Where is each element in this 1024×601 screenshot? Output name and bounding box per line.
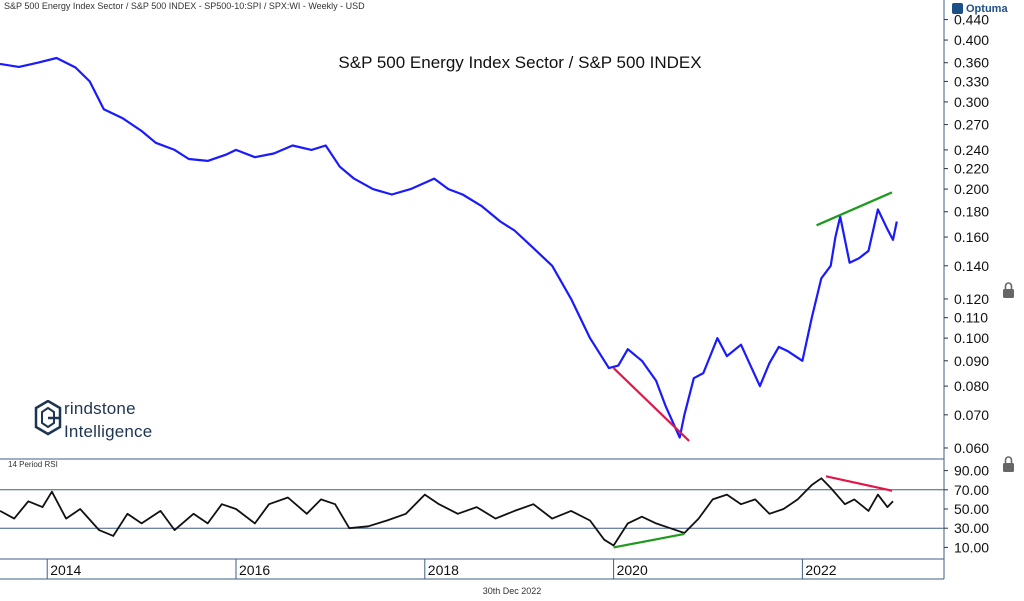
price-ytick-label: 0.140 bbox=[954, 258, 989, 274]
price-ytick-label: 0.240 bbox=[954, 142, 989, 158]
price-lock-icon bbox=[1003, 282, 1014, 298]
rsi-ytick-label: 70.00 bbox=[954, 482, 989, 498]
price-divergence-trendline bbox=[612, 367, 690, 442]
brand-name: Optuma bbox=[966, 3, 1008, 15]
rsi-ytick-label: 90.00 bbox=[954, 463, 989, 479]
price-series-line bbox=[0, 56, 898, 439]
price-ytick-label: 0.300 bbox=[954, 94, 989, 110]
price-ytick-label: 0.160 bbox=[954, 229, 989, 245]
logo-text-line1: rindstone bbox=[64, 399, 136, 418]
price-ytick-label: 0.400 bbox=[954, 32, 989, 48]
chart-date: 30th Dec 2022 bbox=[482, 586, 542, 596]
chart-header: S&P 500 Energy Index Sector / S&P 500 IN… bbox=[4, 1, 365, 11]
price-ytick-label: 0.070 bbox=[954, 407, 989, 423]
price-ytick-label: 0.270 bbox=[954, 117, 989, 133]
lock-shackle bbox=[1004, 282, 1013, 289]
price-ytick-label: 0.360 bbox=[954, 55, 989, 71]
x-tick-label: 2018 bbox=[428, 562, 459, 578]
price-divergence-trendline bbox=[816, 191, 893, 227]
rsi-series-line bbox=[0, 477, 894, 547]
price-ytick-label: 0.440 bbox=[954, 12, 989, 28]
x-tick-label: 2016 bbox=[239, 562, 270, 578]
rsi-ytick-label: 10.00 bbox=[954, 539, 989, 555]
price-ytick-label: 0.200 bbox=[954, 181, 989, 197]
logo-text-line2: Intelligence bbox=[64, 422, 153, 441]
lock-body bbox=[1003, 289, 1014, 298]
rsi-divergence-trendline bbox=[825, 475, 893, 492]
price-ytick-label: 0.330 bbox=[954, 73, 989, 89]
price-ytick-label: 0.090 bbox=[954, 353, 989, 369]
rsi-ytick-label: 50.00 bbox=[954, 501, 989, 517]
x-tick-label: 2014 bbox=[50, 562, 81, 578]
rsi-lock-icon bbox=[1003, 456, 1014, 472]
chart-title: S&P 500 Energy Index Sector / S&P 500 IN… bbox=[338, 53, 701, 72]
x-tick-label: 2020 bbox=[617, 562, 648, 578]
price-ytick-label: 0.080 bbox=[954, 378, 989, 394]
rsi-divergence-trendline bbox=[613, 532, 685, 549]
optuma-logo-icon bbox=[952, 3, 963, 14]
price-ytick-label: 0.180 bbox=[954, 204, 989, 220]
price-ytick-label: 0.220 bbox=[954, 161, 989, 177]
price-ytick-label: 0.060 bbox=[954, 440, 989, 456]
grindstone-logo: rindstone Intelligence bbox=[34, 398, 174, 444]
x-tick-label: 2022 bbox=[805, 562, 836, 578]
price-ytick-label: 0.120 bbox=[954, 291, 989, 307]
lock-shackle bbox=[1004, 456, 1013, 463]
lock-body bbox=[1003, 463, 1014, 472]
grindstone-hex-icon bbox=[34, 400, 62, 436]
price-ytick-label: 0.110 bbox=[954, 310, 988, 326]
rsi-ytick-label: 30.00 bbox=[954, 520, 989, 536]
rsi-title: 14 Period RSI bbox=[8, 460, 58, 469]
price-ytick-label: 0.100 bbox=[954, 330, 989, 346]
